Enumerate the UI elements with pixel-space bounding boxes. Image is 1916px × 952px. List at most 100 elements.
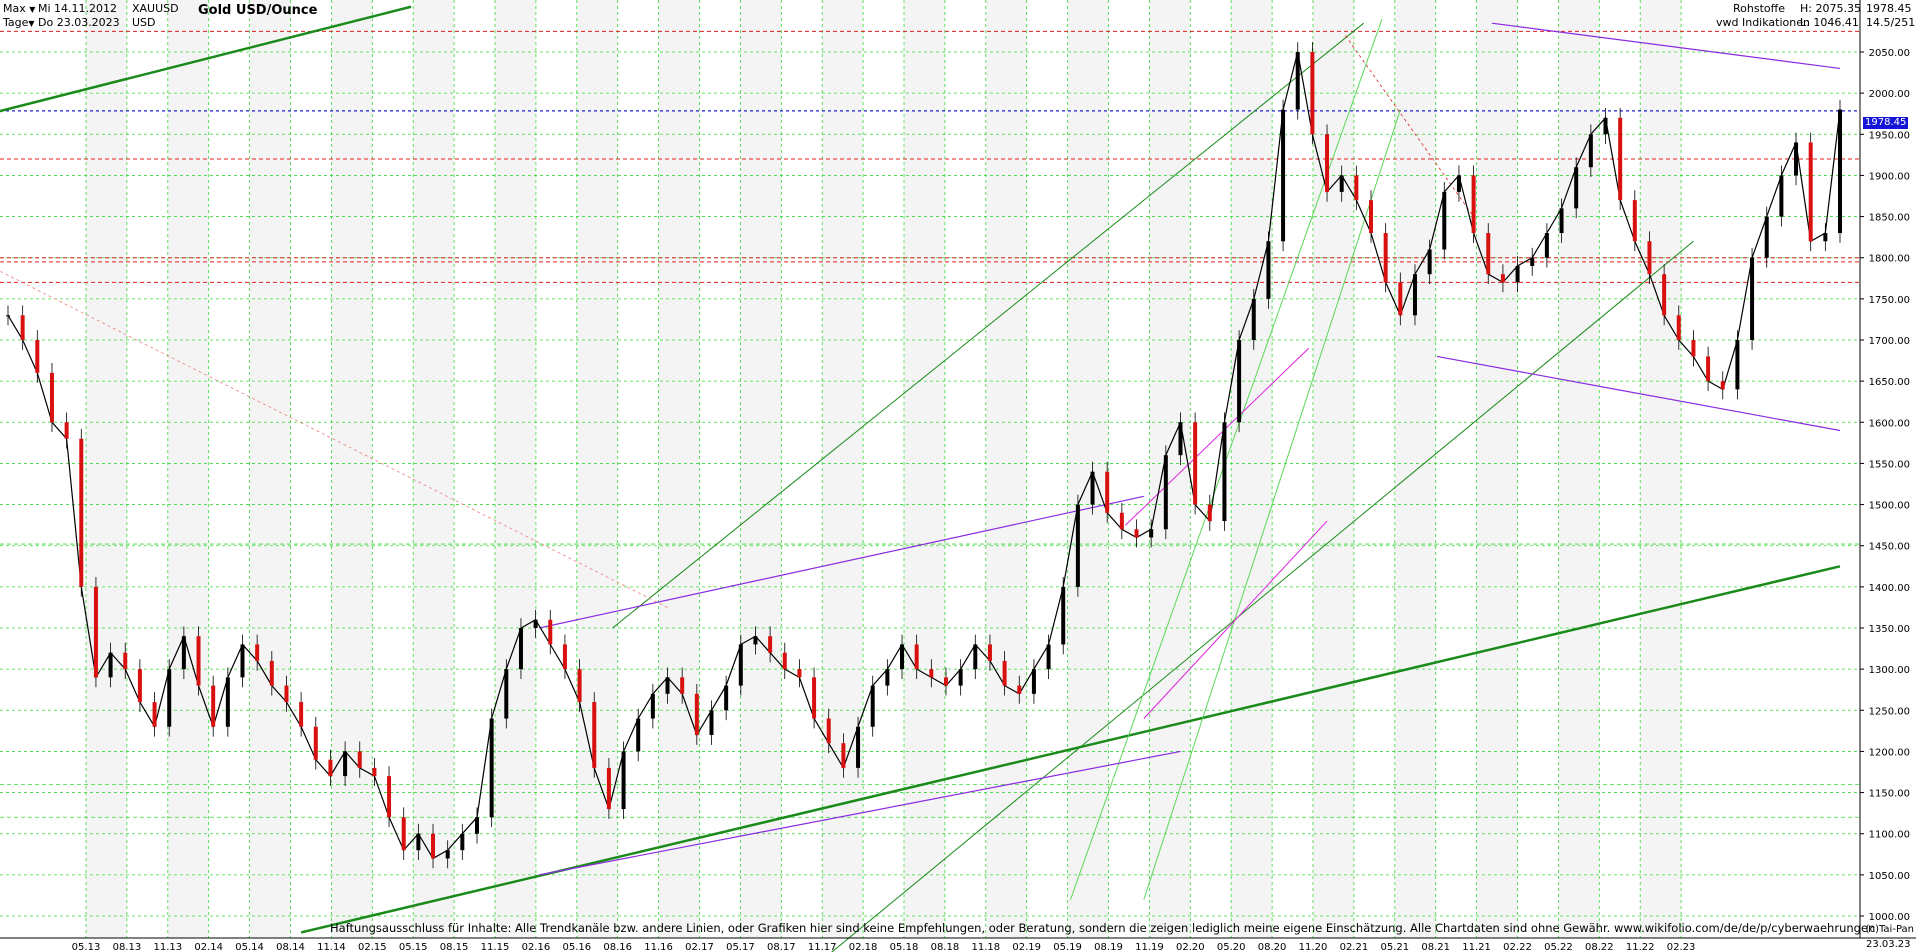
x-tick-label: 08.16 [603,942,632,952]
candle-body [1163,455,1168,530]
y-tick-label: 1800.00 [1869,254,1910,265]
candle-body [225,677,230,727]
y-tick-label: 1750.00 [1869,295,1910,306]
candle-body [987,644,992,661]
candle-body [460,833,465,851]
y-tick-label: 1450.00 [1869,542,1910,553]
x-tick-label: 11.17 [808,942,837,952]
x-tick-label: 02.14 [194,942,223,952]
period-selector[interactable]: Tage▼ [3,16,35,29]
candle-body [1647,241,1652,275]
x-tick-label: 11.13 [153,942,182,952]
candle-body [1295,52,1300,110]
candle-body [606,767,611,810]
low-label: L: 1046.41 [1800,16,1859,29]
candle-body [1794,142,1799,176]
candle-body [914,644,919,670]
candle-body [1207,504,1212,522]
background-stripe [904,0,945,938]
trend-line [1491,22,1841,70]
x-tick-label: 05.17 [726,942,755,952]
candle-body [137,669,142,703]
x-tick-label: 05.15 [399,942,428,952]
y-tick-label: 1300.00 [1869,665,1910,676]
y-tick-label: 1900.00 [1869,171,1910,182]
candle-body [1090,471,1095,505]
candle-body [1222,422,1227,522]
disclaimer-text: Haftungsausschluss für Inhalte: Alle Tre… [330,921,1876,935]
x-tick-label: 11.20 [1299,942,1328,952]
candle-body [562,644,567,670]
x-tick-label: 05.16 [562,942,591,952]
x-tick-label: 08.13 [113,942,142,952]
trend-line [831,240,1694,952]
x-tick-label: 05.14 [235,942,264,952]
candle-body [1031,669,1036,694]
candle-body [1574,167,1579,209]
x-tick-label: 11.21 [1462,942,1491,952]
x-tick-label: 02.15 [358,942,387,952]
candle-body [1676,315,1681,340]
y-tick-label: 1050.00 [1869,871,1910,882]
x-tick-label: 08.17 [767,942,796,952]
candle-body [1149,529,1154,538]
candle-body [1119,512,1124,530]
x-tick-label: 02.23 [1667,942,1696,952]
candle-body [357,751,362,768]
candle-body [1178,422,1183,456]
trend-line [1143,520,1328,719]
candle-body [665,677,670,694]
y-tick-label: 2050.00 [1869,48,1910,59]
candle-body [1706,356,1711,382]
x-tick-label: 05.13 [72,942,101,952]
trend-line [0,5,412,113]
background-stripe [740,0,782,938]
background-stripes [86,0,1682,938]
horizontal-levels [0,30,1860,818]
x-tick-label: 05.18 [890,942,919,952]
candle-body [1750,257,1755,340]
candle-body [1369,200,1374,234]
y-tick-label: 2000.00 [1869,89,1910,100]
candle-body [1779,175,1784,217]
price-line [7,51,1841,860]
trend-line [539,495,1144,629]
candle-body [123,652,128,670]
x-tick-label: 02.21 [1340,942,1369,952]
y-tick-label: 1250.00 [1869,706,1910,717]
candle-body [694,693,699,735]
candle-body [753,636,758,645]
change-label: 14.5/251.1 [1866,16,1916,29]
x-tick-label: 02.16 [522,942,551,952]
candle-body [533,619,538,628]
candle-body [592,702,597,768]
x-tick-label: 08.20 [1258,942,1287,952]
candle-body [929,669,934,678]
candle-body [1456,175,1461,192]
candle-body [1442,191,1447,250]
current-price-tag: 1978.45 [1863,117,1909,129]
last-price-label: 1978.45 [1866,2,1912,15]
candle-body [1427,249,1432,275]
y-tick-label: 1100.00 [1869,830,1910,841]
range-selector[interactable]: Max ▼ [3,2,36,15]
background-stripe [495,0,536,938]
candle-body [548,619,553,645]
background-stripe [1558,0,1600,938]
candle-body [1046,644,1051,670]
candle-body [35,340,40,373]
y-tick-label: 1850.00 [1869,213,1910,224]
background-stripe [86,0,127,938]
background-stripe [985,0,1027,938]
candle-body [299,702,304,727]
grid-lines [0,0,1860,938]
candle-body [797,669,802,678]
candle-body [518,628,523,670]
candle-body [1266,241,1271,299]
candle-body [1588,134,1593,168]
candle-body [1530,257,1535,266]
x-tick-label: 02.20 [1176,942,1205,952]
background-stripe [658,0,700,938]
candle-body [108,652,113,678]
